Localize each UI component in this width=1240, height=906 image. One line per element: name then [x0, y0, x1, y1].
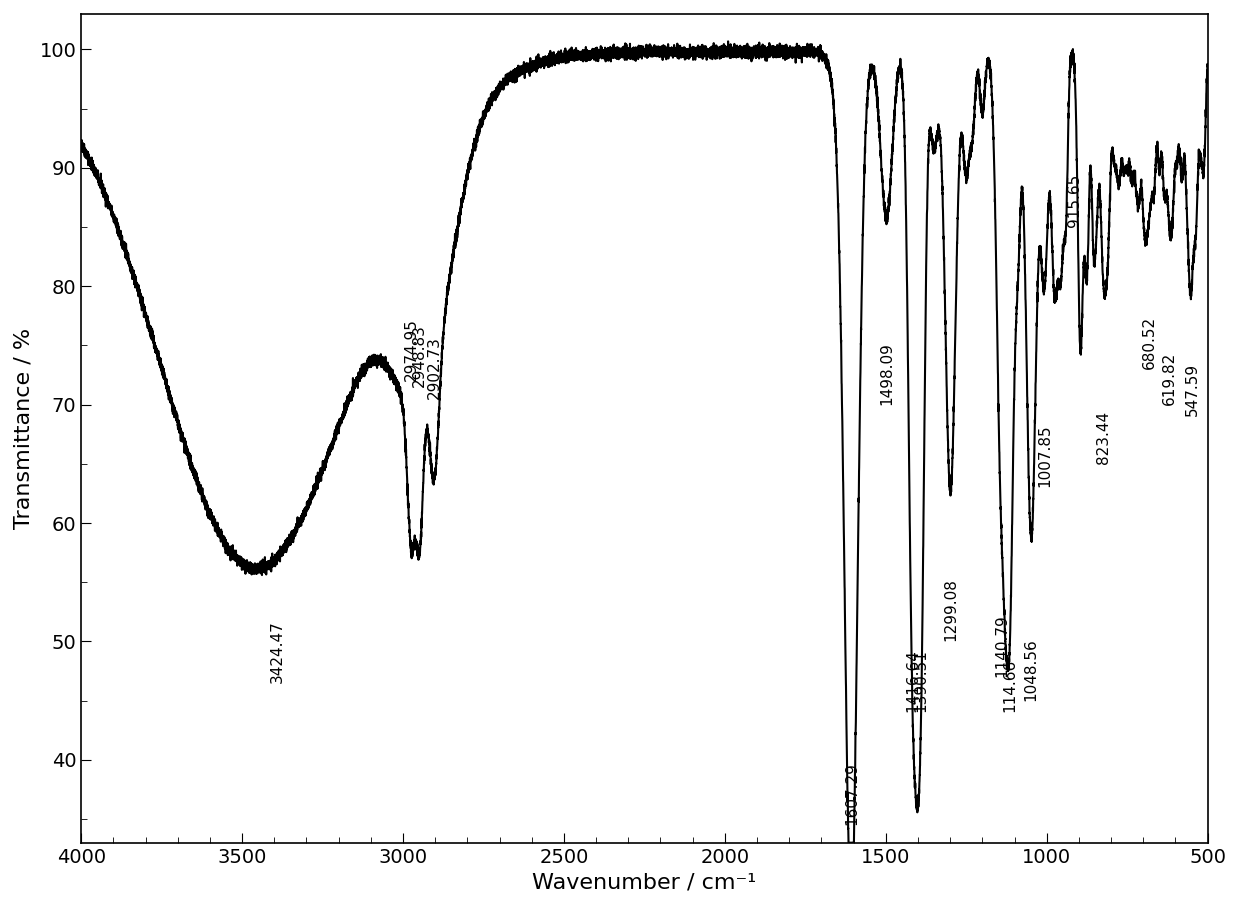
Text: 619.82: 619.82 [1162, 352, 1177, 405]
Text: 1416.64: 1416.64 [905, 650, 920, 712]
Text: 1390.51: 1390.51 [914, 650, 929, 712]
Text: 1140.79: 1140.79 [994, 614, 1009, 677]
Text: 915.65: 915.65 [1066, 174, 1081, 227]
Text: 1048.56: 1048.56 [1024, 638, 1039, 700]
Text: 1498.09: 1498.09 [879, 342, 894, 405]
Text: 114.66: 114.66 [1002, 660, 1018, 712]
Text: 1299.08: 1299.08 [942, 579, 959, 641]
X-axis label: Wavenumber / cm⁻¹: Wavenumber / cm⁻¹ [532, 872, 756, 892]
Text: 823.44: 823.44 [1096, 410, 1111, 464]
Y-axis label: Transmittance / %: Transmittance / % [14, 328, 33, 529]
Text: 1007.85: 1007.85 [1037, 425, 1052, 487]
Text: 2974.95: 2974.95 [404, 318, 419, 381]
Text: 2948.83: 2948.83 [412, 324, 428, 387]
Text: 680.52: 680.52 [1142, 316, 1157, 369]
Text: 2902.73: 2902.73 [427, 336, 441, 399]
Text: 1607.29: 1607.29 [844, 762, 859, 825]
Text: 3424.47: 3424.47 [270, 620, 285, 683]
Text: 547.59: 547.59 [1185, 363, 1200, 417]
